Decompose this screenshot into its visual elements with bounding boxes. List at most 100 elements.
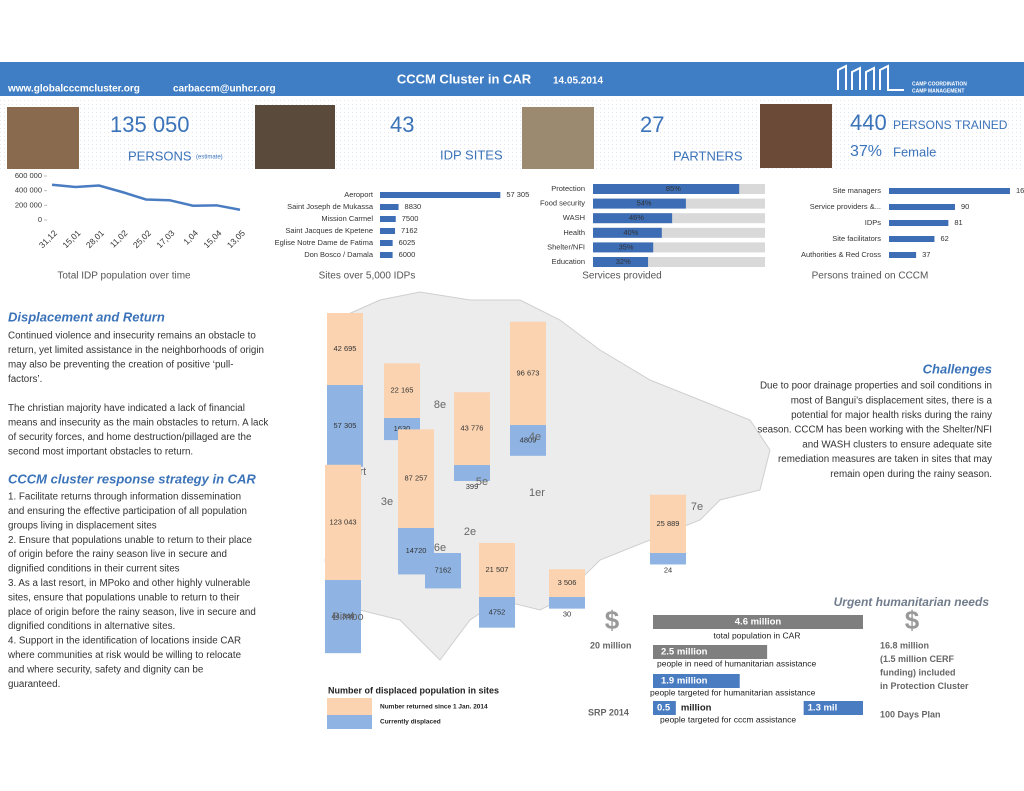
bar xyxy=(889,204,955,210)
bar-background xyxy=(593,213,765,224)
value-label: 40% xyxy=(623,228,638,237)
paragraph-line: of security forces, and home destruction… xyxy=(8,432,252,443)
displaced-bar xyxy=(425,553,461,589)
x-tick-label: 28,01 xyxy=(84,228,106,250)
value-label: 57 305 xyxy=(334,421,357,430)
value-label: 3 506 xyxy=(558,578,577,587)
paragraph-line: season. CCCM has been working with the S… xyxy=(757,425,992,436)
chart-title: Persons trained on CCCM xyxy=(812,271,929,282)
stat-label: PERSONS TRAINED xyxy=(893,118,1008,132)
paragraph-line: most of Bangui’s displacement sites, the… xyxy=(791,395,993,406)
x-tick-label: 25,02 xyxy=(131,228,153,250)
bar xyxy=(380,252,393,258)
returned-bar xyxy=(479,543,515,597)
stat-value: 27 xyxy=(640,112,664,137)
displaced-bar xyxy=(650,553,686,565)
value-label: 4.6 million xyxy=(735,617,782,628)
value-label: 24 xyxy=(664,565,672,574)
bar-label: Health xyxy=(563,228,585,237)
paragraph-line: groups living in displacement sites xyxy=(8,520,157,531)
value-label: 96 673 xyxy=(517,368,540,377)
paragraph-line: Continued violence and insecurity remain… xyxy=(8,331,256,342)
bar-label: WASH xyxy=(563,213,585,222)
need-bar xyxy=(653,645,768,659)
amount: 20 million xyxy=(590,640,632,650)
bar xyxy=(889,252,917,258)
x-tick-label: 1,04 xyxy=(181,228,200,247)
value-label: 32% xyxy=(616,257,631,266)
chart-title: Services provided xyxy=(582,271,661,282)
x-tick-label: 31,12 xyxy=(37,228,59,250)
plan-line: 16.8 million xyxy=(880,640,929,650)
value-label: 4752 xyxy=(489,607,506,616)
displaced-bar xyxy=(327,385,363,467)
caption: people in need of humanitarian assistanc… xyxy=(657,658,817,668)
website: www.globalcccmcluster.org xyxy=(7,84,140,95)
bar xyxy=(593,227,662,238)
heading: Challenges xyxy=(923,361,992,376)
paragraph-line: dignified conditions in their current si… xyxy=(8,564,180,575)
stats-band xyxy=(0,100,1024,170)
header-bar xyxy=(0,62,1024,96)
paragraph-line: potential for major health risks during … xyxy=(791,410,992,421)
x-tick-label: 11,02 xyxy=(108,228,130,250)
value-label: 22 165 xyxy=(391,386,414,395)
value-label: 43 776 xyxy=(461,424,484,433)
bar-label: Food security xyxy=(540,199,585,208)
returned-bar xyxy=(327,313,363,385)
bar xyxy=(889,188,1010,194)
returned-bar xyxy=(325,464,361,580)
plan-line: (1.5 million CERF xyxy=(880,654,955,664)
logo xyxy=(837,64,904,91)
bar xyxy=(889,220,949,226)
bar xyxy=(380,216,396,222)
district-label: 7e xyxy=(691,501,703,513)
value-label: 81 xyxy=(954,218,962,227)
paragraph-line: factors’. xyxy=(8,374,42,385)
currency-icon: $ xyxy=(605,605,620,635)
value-label: 1.9 million xyxy=(661,676,708,687)
caption: total population in CAR xyxy=(714,630,801,640)
x-tick-label: 15,01 xyxy=(60,228,82,250)
photo xyxy=(7,107,79,169)
bar-label: Don Bosco / Damala xyxy=(304,250,374,259)
displaced-bar xyxy=(479,597,515,628)
heading: Urgent humanitarian needs xyxy=(834,595,990,609)
bar xyxy=(593,213,673,224)
bar xyxy=(380,240,393,246)
value-label: 54% xyxy=(637,199,652,208)
value-label: 14720 xyxy=(406,546,427,555)
returned-bar xyxy=(398,429,434,528)
returned-bar xyxy=(454,392,490,465)
value-label: 7162 xyxy=(435,566,452,575)
value-label: 6000 xyxy=(399,250,416,259)
displaced-bar xyxy=(325,580,361,654)
title: CCCM Cluster in CAR xyxy=(397,71,532,86)
bar-label: Saint Joseph de Mukassa xyxy=(287,202,374,211)
displaced-bar xyxy=(454,465,490,481)
value-label: 90 xyxy=(961,202,969,211)
paragraph-line: 4. Support in the identification of loca… xyxy=(8,636,241,647)
date: 14.05.2014 xyxy=(553,76,603,87)
bar-background xyxy=(593,257,765,267)
stat-value: 135 050 xyxy=(110,112,190,137)
value-label: 37 xyxy=(922,250,930,259)
value-label: 62 xyxy=(940,234,948,243)
bar-label: Aeroport xyxy=(344,190,374,199)
label: SRP 2014 xyxy=(588,707,629,717)
need-bar xyxy=(653,615,863,629)
caption: people targeted for humanitarian assista… xyxy=(650,687,816,697)
value-label: 1630 xyxy=(394,424,411,433)
bar xyxy=(380,204,399,210)
paragraph-line: may also be preventing the creation of p… xyxy=(8,360,233,371)
legend-swatch xyxy=(327,698,372,715)
value-label: 57 305 xyxy=(506,190,529,199)
stat-note: (estimate) xyxy=(196,155,223,161)
paragraph-line: guaranteed. xyxy=(8,679,60,690)
heading: CCCM cluster response strategy in CAR xyxy=(8,471,256,486)
legend-label: Number returned since 1 Jan. 2014 xyxy=(380,704,488,711)
stat-value: 43 xyxy=(390,112,414,137)
plan-line: in Protection Cluster xyxy=(880,681,969,691)
value-label: 7162 xyxy=(401,226,418,235)
paragraph-line: and ensuring the effective participation… xyxy=(8,506,247,517)
